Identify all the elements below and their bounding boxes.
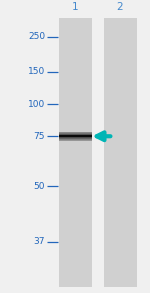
Bar [58, 140, 92, 141]
Bar [58, 134, 92, 135]
Text: 37: 37 [33, 237, 45, 246]
Bar [58, 136, 92, 137]
Bar [58, 133, 92, 134]
Text: 75: 75 [33, 132, 45, 141]
Bar [58, 135, 92, 137]
Bar [58, 138, 92, 139]
Text: 2: 2 [117, 2, 123, 12]
Bar [58, 137, 92, 138]
Text: 250: 250 [28, 32, 45, 41]
Text: 100: 100 [28, 100, 45, 108]
Text: 50: 50 [33, 182, 45, 190]
Bar [58, 18, 92, 287]
Bar [103, 18, 136, 287]
Bar [58, 132, 92, 133]
Bar [58, 135, 92, 136]
Bar [58, 139, 92, 140]
Text: 1: 1 [72, 2, 78, 12]
Text: 150: 150 [28, 67, 45, 76]
